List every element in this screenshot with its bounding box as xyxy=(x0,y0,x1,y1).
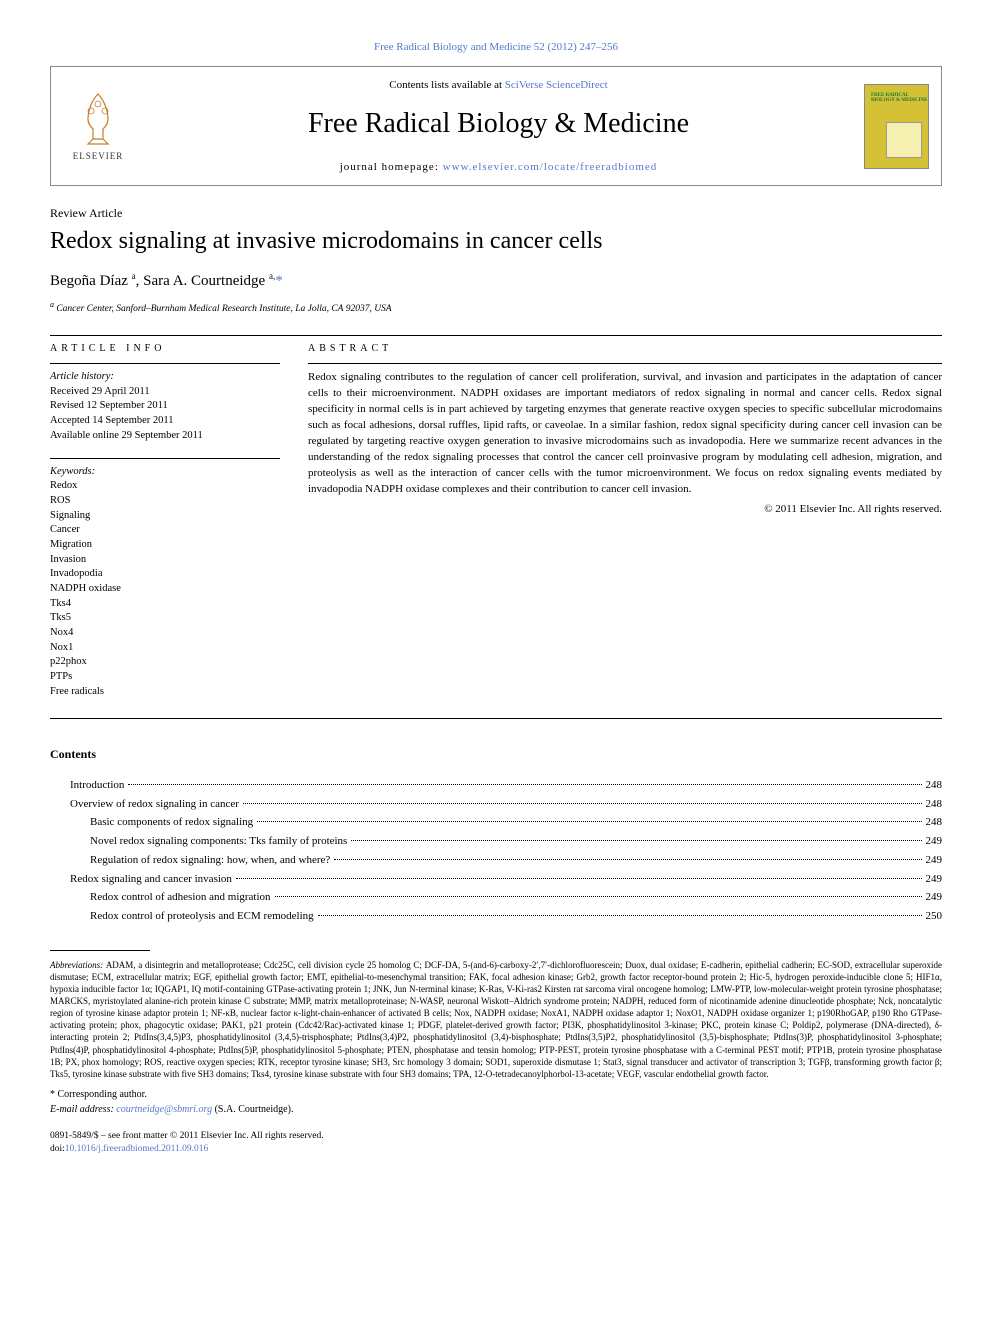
corresponding-author-note: * Corresponding author. xyxy=(50,1088,942,1101)
keyword-item: Migration xyxy=(50,538,280,553)
toc-item[interactable]: Redox control of proteolysis and ECM rem… xyxy=(50,907,942,926)
keyword-item: NADPH oxidase xyxy=(50,582,280,597)
toc-item[interactable]: Redox signaling and cancer invasion249 xyxy=(50,870,942,889)
keyword-item: Tks4 xyxy=(50,597,280,612)
article-type: Review Article xyxy=(50,206,942,222)
keyword-item: Invadopodia xyxy=(50,567,280,582)
toc-list: Introduction248Overview of redox signali… xyxy=(50,776,942,926)
article-history: Article history: Received 29 April 2011 … xyxy=(50,370,280,443)
keyword-item: ROS xyxy=(50,494,280,509)
article-title: Redox signaling at invasive microdomains… xyxy=(50,226,942,257)
toc-item[interactable]: Regulation of redox signaling: how, when… xyxy=(50,851,942,870)
abstract-copyright: © 2011 Elsevier Inc. All rights reserved… xyxy=(308,502,942,516)
contents-available: Contents lists available at SciVerse Sci… xyxy=(133,78,864,92)
homepage-line: journal homepage: www.elsevier.com/locat… xyxy=(133,160,864,174)
toc-item[interactable]: Novel redox signaling components: Tks fa… xyxy=(50,832,942,851)
keywords-block: Keywords: RedoxROSSignalingCancerMigrati… xyxy=(50,465,280,700)
cover-thumbnail: FREE RADICAL BIOLOGY & MEDICINE xyxy=(864,84,929,169)
citation-header: Free Radical Biology and Medicine 52 (20… xyxy=(50,40,942,54)
keyword-item: Tks5 xyxy=(50,611,280,626)
doi-link[interactable]: 10.1016/j.freeradbiomed.2011.09.016 xyxy=(65,1144,208,1154)
elsevier-logo: ELSEVIER xyxy=(63,81,133,171)
toc-item[interactable]: Redox control of adhesion and migration2… xyxy=(50,888,942,907)
abstract-text: Redox signaling contributes to the regul… xyxy=(308,370,942,498)
elsevier-label: ELSEVIER xyxy=(73,151,124,163)
keyword-item: Nox1 xyxy=(50,641,280,656)
keyword-item: Redox xyxy=(50,479,280,494)
toc-item[interactable]: Overview of redox signaling in cancer248 xyxy=(50,795,942,814)
abstract-heading: abstract xyxy=(308,342,942,355)
sciencedirect-link[interactable]: SciVerse ScienceDirect xyxy=(505,79,608,91)
journal-header: ELSEVIER Contents lists available at Sci… xyxy=(50,66,942,186)
footer-info: 0891-5849/$ – see front matter © 2011 El… xyxy=(50,1130,942,1157)
homepage-link[interactable]: www.elsevier.com/locate/freeradbiomed xyxy=(443,161,658,173)
toc-heading: Contents xyxy=(50,747,942,763)
keyword-item: Invasion xyxy=(50,553,280,568)
elsevier-tree-icon xyxy=(73,89,123,149)
toc-item[interactable]: Basic components of redox signaling248 xyxy=(50,813,942,832)
email-line: E-mail address: courtneidge@sbmri.org (S… xyxy=(50,1103,942,1116)
email-link[interactable]: courtneidge@sbmri.org xyxy=(116,1104,212,1115)
author-list: Begoña Díaz a, Sara A. Courtneidge a,* xyxy=(50,271,942,292)
affiliation: a Cancer Center, Sanford–Burnham Medical… xyxy=(50,300,942,316)
keyword-item: Cancer xyxy=(50,523,280,538)
keyword-item: PTPs xyxy=(50,670,280,685)
keyword-item: Nox4 xyxy=(50,626,280,641)
article-info-heading: article info xyxy=(50,342,280,355)
corresponding-marker[interactable]: * xyxy=(275,273,283,289)
keyword-item: Signaling xyxy=(50,509,280,524)
keyword-item: p22phox xyxy=(50,655,280,670)
abbreviations: Abbreviations: ADAM, a disintegrin and m… xyxy=(50,959,942,1080)
journal-title: Free Radical Biology & Medicine xyxy=(133,106,864,142)
keyword-item: Free radicals xyxy=(50,685,280,700)
toc-item[interactable]: Introduction248 xyxy=(50,776,942,795)
citation-link[interactable]: Free Radical Biology and Medicine 52 (20… xyxy=(374,41,618,53)
